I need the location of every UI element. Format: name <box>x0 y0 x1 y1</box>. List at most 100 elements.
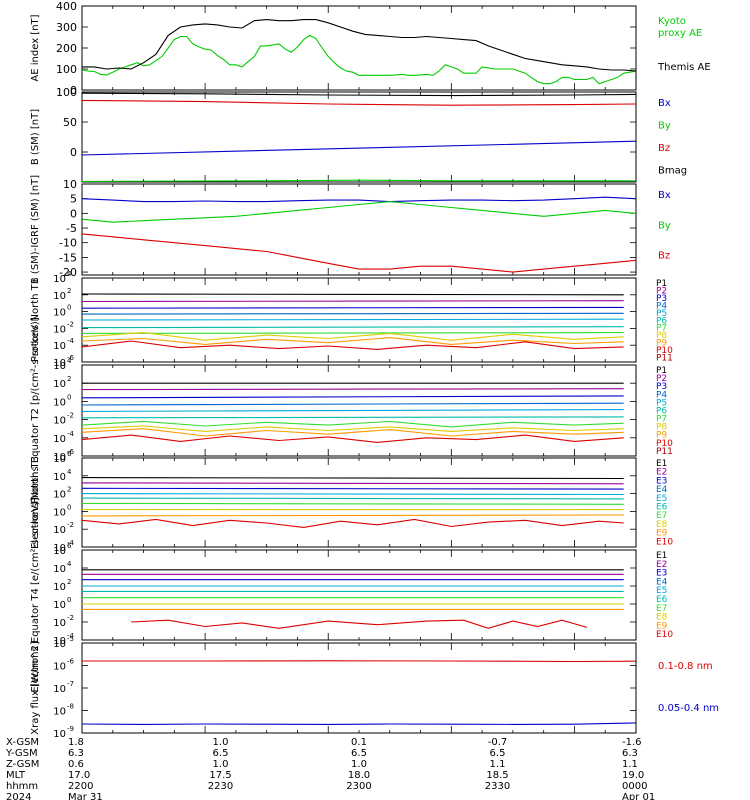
legend-entry: E7 <box>656 511 667 521</box>
y-tick-label-exponent: 6 <box>67 450 72 458</box>
legend-entry: E3 <box>656 569 667 579</box>
legend-entry: 0.1-0.8 nm <box>658 661 713 672</box>
y-tick-label-exponent: 0 <box>67 304 71 312</box>
series-line-e5 <box>81 497 624 500</box>
legend-entry: P7 <box>656 415 667 425</box>
y-tick-label: 10 <box>53 707 66 718</box>
axis-cell: 1.8 <box>68 737 84 748</box>
y-tick-label: 10 <box>53 274 66 285</box>
y-axis-label: Electrons North T3 <box>30 456 41 549</box>
y-tick-label: -20 <box>59 266 77 279</box>
series-line-themis-ae <box>82 19 637 72</box>
legend-entry: E10 <box>656 537 673 547</box>
series-line-bx <box>81 196 637 203</box>
axis-cell: 19.0 <box>622 770 644 781</box>
series-line-e6 <box>81 502 624 505</box>
y-tick-label: 10 <box>53 729 66 740</box>
panel-b_igrf: -20 -15-10 -5 05 10 B (SM)-IGRF (SM) [nT] Bx By… <box>30 175 671 284</box>
y-tick-label-exponent: 2 <box>67 375 71 383</box>
legend-entry: P8 <box>656 423 667 433</box>
y-tick-label: 100 <box>56 86 77 99</box>
panel-frame <box>81 5 637 91</box>
legend-entry: Bz <box>658 143 670 154</box>
legend-entry: E8 <box>656 613 668 623</box>
legend-entry: P11 <box>656 354 673 364</box>
series-line-e3 <box>81 487 624 490</box>
legend-entry: Bz <box>658 251 670 262</box>
axis-cell: 1.0 <box>213 759 229 770</box>
series-line-e1 <box>81 477 624 480</box>
series-line-bz <box>81 233 637 273</box>
y-axis-label: Xray flux [W/m^2] <box>30 641 41 735</box>
axis-row-label: hhmm <box>6 781 38 792</box>
y-axis-label: Electrons Equator T4 [e/(cm²-s-sr-keV)] <box>30 497 41 692</box>
legend-entry: E6 <box>656 595 668 605</box>
axis-row-label: 2024 <box>6 792 31 800</box>
axis-cell: 6.3 <box>622 748 638 759</box>
y-axis-label: B (SM) [nT] <box>30 109 41 165</box>
y-tick-label: 10 <box>53 684 66 695</box>
series-line-kyoto-proxy-ae <box>81 34 637 85</box>
legend-entry: P3 <box>656 382 667 392</box>
y-tick-label-exponent: -8 <box>67 703 74 711</box>
series-line-p5 <box>81 409 624 412</box>
y-axis-label: AE index [nT] <box>30 14 41 81</box>
y-tick-label: 50 <box>63 116 77 129</box>
y-tick-label: 10 <box>53 452 66 463</box>
series-line-p8 <box>81 332 624 341</box>
legend-entry: P1 <box>656 366 667 376</box>
y-tick-label: 10 <box>53 525 66 536</box>
legend-entry: E1 <box>656 459 667 469</box>
y-tick-label: 5 <box>70 193 77 206</box>
axis-row-label: Y-GSM <box>5 748 38 759</box>
axis-cell: 2330 <box>485 781 510 792</box>
legend-entry: P9 <box>656 339 667 349</box>
series-line-p7 <box>81 420 624 428</box>
y-tick-label-exponent: 2 <box>67 486 71 494</box>
axis-cell: 2230 <box>208 781 233 792</box>
legend-entry: E8 <box>656 520 668 530</box>
y-tick-label-exponent: 0 <box>67 393 71 401</box>
series-line-p6 <box>81 326 624 329</box>
y-tick-label-exponent: 0 <box>67 503 71 511</box>
y-tick-label: 10 <box>53 639 66 650</box>
legend-entry: P2 <box>656 286 667 296</box>
axis-cell: 1.1 <box>622 759 638 770</box>
axis-cell: 18.0 <box>348 770 370 781</box>
axis-cell: Mar 31 <box>68 792 103 800</box>
legend-entry: Bx <box>658 98 671 109</box>
series-line-bx <box>81 140 637 156</box>
y-tick-label: 10 <box>53 662 66 673</box>
legend-entry: P6 <box>656 406 667 416</box>
legend-entry: P2 <box>656 374 667 384</box>
legend-entry: proxy AE <box>658 28 702 39</box>
legend-entry: E7 <box>656 604 667 614</box>
series-line-p9 <box>81 428 624 437</box>
y-tick-label-exponent: 6 <box>67 542 72 550</box>
series-line-p1 <box>81 293 624 296</box>
y-tick-label: 10 <box>53 636 66 647</box>
legend-entry: E3 <box>656 476 667 486</box>
axis-cell: -0.7 <box>488 737 508 748</box>
series-line-p3 <box>81 306 624 309</box>
axis-cell: 17.0 <box>68 770 90 781</box>
y-tick-label-exponent: -2 <box>67 320 74 328</box>
y-tick-label-exponent: 2 <box>67 287 71 295</box>
axis-cell: 1.0 <box>351 759 367 770</box>
y-tick-label-exponent: 0 <box>67 596 71 604</box>
series-line-p10 <box>81 434 624 443</box>
y-axis-label: Protons Equator T2 [p/(cm²-s-sr-keV)] <box>30 317 41 504</box>
y-tick-label: 10 <box>53 472 66 483</box>
y-tick-label: 10 <box>53 434 66 445</box>
series-line-p7 <box>81 332 624 334</box>
y-tick-label: 10 <box>53 600 66 611</box>
y-tick-label: 10 <box>53 564 66 575</box>
series-line-by <box>81 179 636 182</box>
y-tick-label-exponent: -6 <box>67 448 75 456</box>
y-tick-label: 100 <box>56 63 77 76</box>
y-tick-label-exponent: 4 <box>67 270 72 278</box>
